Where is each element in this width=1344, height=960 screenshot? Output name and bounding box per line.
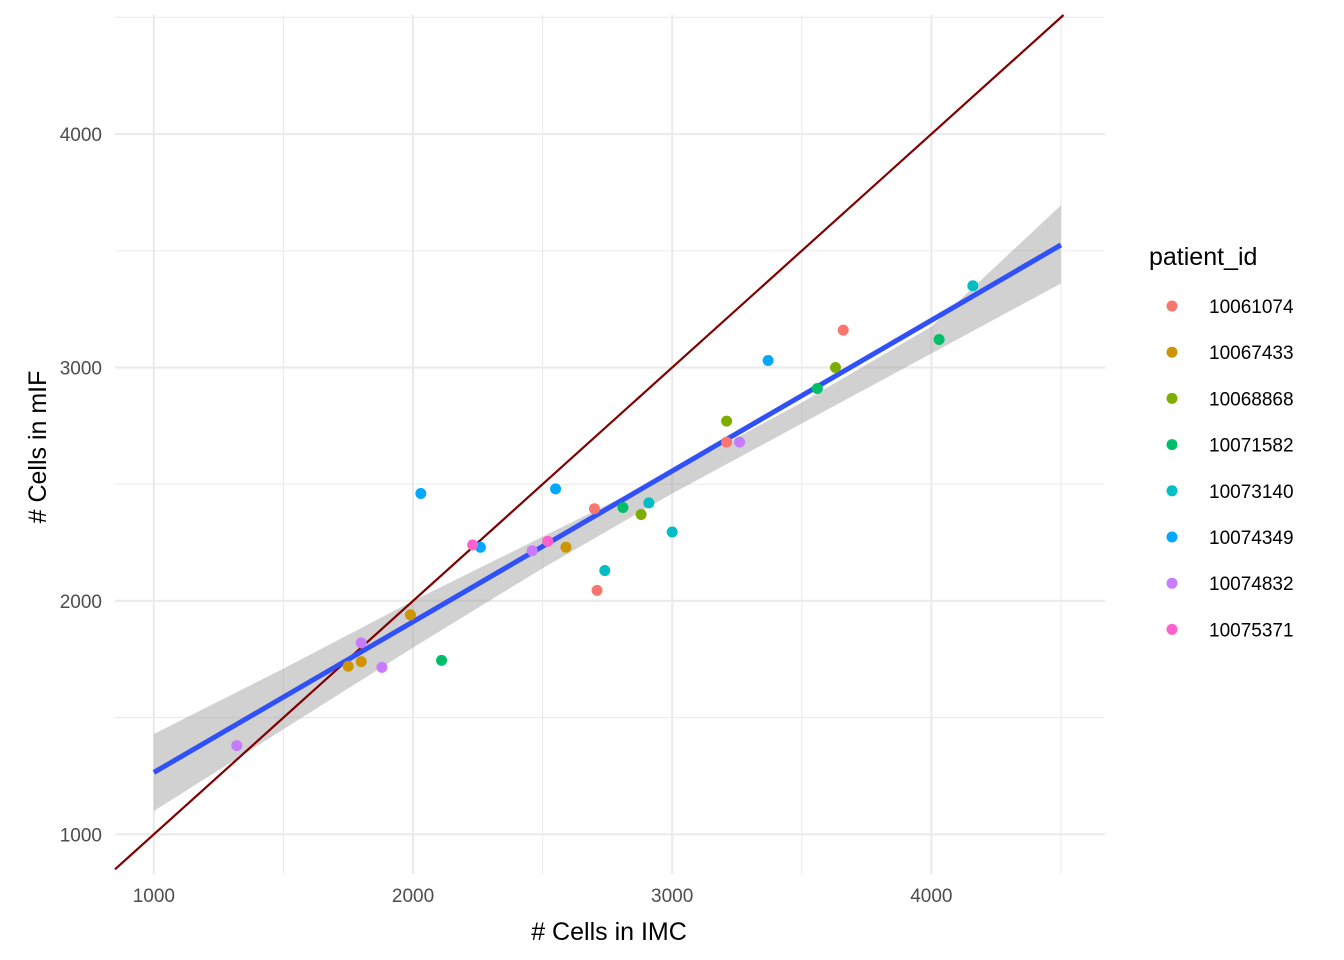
legend-title: patient_id (1149, 243, 1257, 271)
grid-lines (115, 15, 1105, 874)
data-point-10073140 (967, 280, 979, 292)
legend-key-10073140 (1166, 485, 1178, 497)
legend-label-10074349: 10074349 (1209, 528, 1294, 549)
y-tick-label: 2000 (60, 592, 102, 613)
legend-label-10068868: 10068868 (1209, 389, 1294, 410)
data-point-10068868 (635, 509, 647, 521)
legend-label-10073140: 10073140 (1209, 482, 1294, 503)
data-point-10074349 (415, 488, 427, 500)
legend-label-10075371: 10075371 (1209, 620, 1294, 641)
data-point-10074832 (734, 436, 746, 448)
data-point-10074832 (376, 661, 388, 673)
data-point-10075371 (542, 535, 554, 547)
legend-key-10061074 (1166, 300, 1178, 312)
x-tick-label: 4000 (910, 886, 952, 907)
legend-label-10067433: 10067433 (1209, 343, 1294, 364)
legend: patient_id 10061074 10067433 10068868 10071… (1149, 243, 1294, 641)
x-axis-ticks: 1000 2000 3000 4000 (133, 886, 953, 907)
data-point-10071582 (436, 654, 448, 666)
y-axis-ticks: 1000 2000 3000 4000 (60, 125, 102, 846)
data-point-10074832 (526, 545, 538, 557)
y-tick-label: 4000 (60, 125, 102, 146)
data-point-10061074 (721, 436, 733, 448)
x-axis-title: # Cells in IMC (531, 918, 687, 946)
data-point-10071582 (617, 502, 629, 514)
data-point-10068868 (829, 361, 841, 373)
x-tick-label: 2000 (392, 886, 434, 907)
data-point-10068868 (721, 415, 733, 427)
legend-label-10074832: 10074832 (1209, 574, 1294, 595)
x-tick-label: 3000 (651, 886, 693, 907)
legend-key-10068868 (1166, 392, 1178, 404)
data-point-10074832 (231, 740, 243, 752)
y-axis-title: # Cells in mIF (24, 371, 52, 524)
data-point-10071582 (811, 382, 823, 394)
data-point-10074349 (762, 354, 774, 366)
legend-key-10074349 (1166, 531, 1178, 543)
data-point-10067433 (560, 541, 572, 553)
data-point-10061074 (591, 584, 603, 596)
data-point-10075371 (467, 539, 479, 551)
legend-key-10075371 (1166, 623, 1178, 635)
data-point-10071582 (933, 333, 945, 345)
data-point-10061074 (837, 324, 849, 336)
data-point-10073140 (666, 526, 678, 538)
identity-line (114, 14, 1065, 871)
data-point-10067433 (404, 609, 416, 621)
y-tick-label: 1000 (60, 825, 102, 846)
data-point-10074349 (550, 483, 562, 495)
reference-lines (114, 14, 1065, 871)
legend-key-10074832 (1166, 577, 1178, 589)
data-point-10074832 (355, 637, 367, 649)
data-point-10073140 (643, 497, 655, 509)
data-points (231, 280, 979, 752)
y-tick-label: 3000 (60, 358, 102, 379)
data-point-10067433 (342, 660, 354, 672)
data-point-10067433 (355, 656, 367, 668)
data-point-10073140 (599, 565, 611, 577)
legend-key-10071582 (1166, 439, 1178, 451)
data-point-10061074 (588, 503, 600, 515)
regression-line (152, 242, 1063, 775)
legend-key-10067433 (1166, 346, 1178, 358)
legend-label-10061074: 10061074 (1209, 297, 1294, 318)
x-tick-label: 1000 (133, 886, 175, 907)
legend-label-10071582: 10071582 (1209, 436, 1294, 457)
